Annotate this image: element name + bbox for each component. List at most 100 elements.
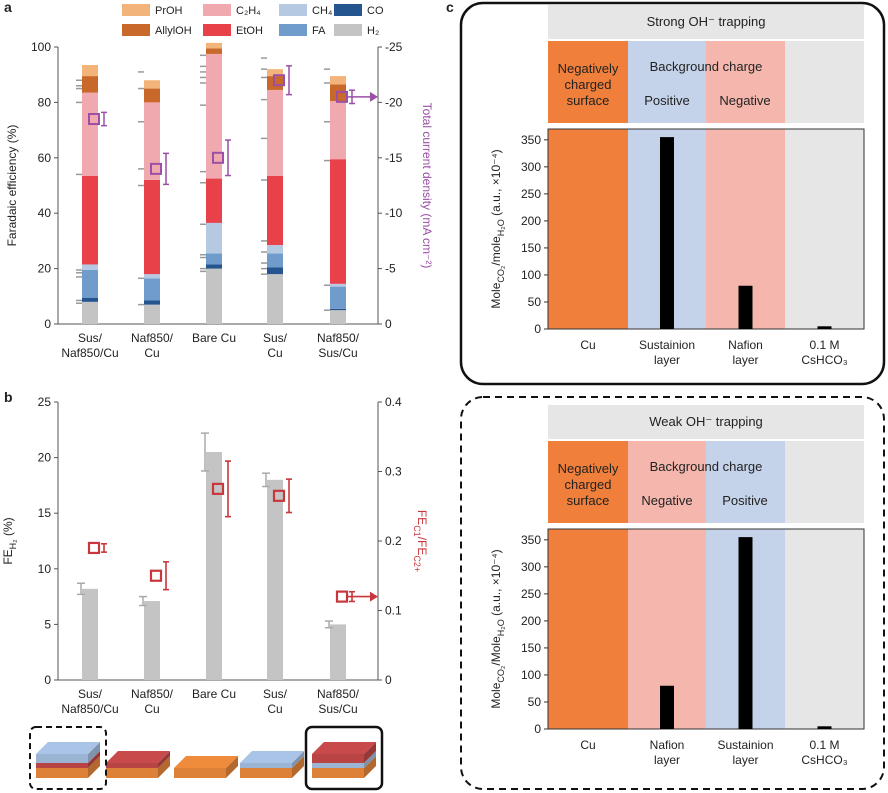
- ratio-marker: [335, 590, 349, 603]
- charge-label-right: Positive: [722, 493, 768, 508]
- x-tick-label: Sustainion: [639, 338, 695, 352]
- layer-side: [364, 751, 376, 768]
- plot-band: [785, 129, 864, 329]
- y-tick-label: 80: [38, 95, 52, 109]
- bar-segment-CH4: [206, 222, 222, 254]
- bar-mole-ratio: [817, 326, 832, 329]
- layer-side: [88, 756, 100, 778]
- y2-tick-label: -20: [385, 95, 403, 109]
- layer-front: [240, 763, 292, 768]
- y-tick-label: 15: [38, 506, 52, 520]
- layer-side: [364, 756, 376, 778]
- y-tick-label: 250: [521, 187, 541, 201]
- x-tick-label: Sus/Cu: [318, 702, 357, 716]
- x-tick-label: layer: [732, 753, 758, 767]
- y-tick-label: 0: [534, 322, 541, 336]
- layer-front: [174, 768, 226, 778]
- bar-mole-ratio: [817, 726, 832, 729]
- x-tick-label: Bare Cu: [192, 687, 236, 701]
- current-density-marker: [212, 151, 224, 164]
- bar-segment-FA: [144, 278, 160, 301]
- y-tick-label: 100: [31, 40, 51, 54]
- y2-tick-label: 0: [385, 673, 392, 687]
- panel-label-a: a: [4, 0, 12, 15]
- bar-mole-ratio: [738, 285, 753, 329]
- y-tick-label: 250: [521, 587, 541, 601]
- ratio-marker: [272, 489, 286, 502]
- x-tick-label: Cu: [144, 346, 159, 360]
- legend-swatch-FA: [279, 24, 307, 36]
- panel-c-title: Weak OH⁻ trapping: [649, 414, 763, 429]
- x-tick-label: layer: [732, 353, 758, 367]
- surface-label: charged: [565, 477, 612, 492]
- y-label-part: (a.u., ×10⁻⁴): [489, 549, 503, 619]
- x-tick-label: 0.1 M: [809, 738, 839, 752]
- legend-label-C2H4: C₂H₄: [236, 5, 261, 17]
- y2-tick-label: 0.1: [385, 604, 402, 618]
- legend-label-CO: CO: [367, 5, 384, 17]
- x-tick-label: Naf850/: [131, 687, 174, 701]
- x-tick-label: Naf850/: [317, 331, 360, 345]
- bar-segment-C2H4: [144, 102, 160, 180]
- schematics: [29, 725, 384, 791]
- y-tick-label: 5: [44, 617, 51, 631]
- y-tick-label: 20: [38, 451, 52, 465]
- panel-label-b: b: [4, 389, 13, 405]
- y-tick-label: 0: [44, 317, 51, 331]
- legend-label-CH4: CH₄: [312, 5, 333, 17]
- bar-segment-EtOH: [267, 175, 283, 246]
- layer-side: [292, 756, 304, 778]
- y-label-part: Mole: [489, 282, 503, 308]
- layer-front: [36, 768, 88, 778]
- bar-segment-AllylOH: [206, 48, 222, 54]
- header-band: [548, 41, 628, 123]
- bar-segment-EtOH: [82, 175, 98, 265]
- plot-frame: [547, 528, 865, 730]
- ratio-marker: [87, 541, 101, 555]
- y-tick-label: 100: [521, 668, 541, 682]
- y2-tick-label: -15: [385, 151, 403, 165]
- surface-label: Negatively: [558, 61, 619, 76]
- ratio-arrow-head: [370, 591, 378, 602]
- y-tick-label: 150: [521, 241, 541, 255]
- x-tick-label: Sus/Cu: [318, 346, 357, 360]
- current-density-marker: [150, 162, 162, 175]
- x-tick-label: Cu: [580, 338, 595, 352]
- bar-mole-ratio: [660, 137, 674, 329]
- bar-segment-H2: [330, 310, 346, 324]
- header-band: [706, 441, 785, 523]
- bar-segment-FA: [82, 269, 98, 298]
- layer-side: [88, 751, 100, 768]
- charge-label-left: Positive: [644, 93, 690, 108]
- header-band: [785, 441, 864, 523]
- bar-segment-C2H4: [82, 92, 98, 176]
- header-band: [628, 41, 706, 123]
- y-label-part: (a.u., ×10⁻⁴): [489, 149, 503, 219]
- current-density-marker: [88, 113, 100, 126]
- background-charge-label: Background charge: [650, 459, 763, 474]
- current-density-marker: [273, 74, 285, 87]
- y-tick-label: 300: [521, 160, 541, 174]
- header-band: [548, 441, 628, 523]
- x-tick-label: layer: [654, 753, 680, 767]
- layer-top: [174, 756, 238, 768]
- legend-swatch-C2H4: [203, 4, 231, 16]
- y-label-sub: H₂: [8, 539, 18, 549]
- plot-band: [785, 529, 864, 729]
- bar-fe-h2: [144, 601, 160, 680]
- y-axis-label: MoleCO₂/MoleH₂O (a.u., ×10⁻⁴): [489, 549, 506, 708]
- bar-segment-AllylOH: [82, 76, 98, 93]
- y-tick-label: 60: [38, 151, 52, 165]
- bar-mole-ratio: [660, 685, 674, 729]
- bar-segment-CO: [330, 308, 346, 311]
- y-tick-label: 10: [38, 562, 52, 576]
- ratio-marker: [211, 482, 225, 495]
- x-tick-label: Naf850/Cu: [61, 702, 118, 716]
- layer-top: [36, 742, 100, 754]
- y2-tick-label: 0: [385, 317, 392, 331]
- bar-segment-FA: [206, 253, 222, 265]
- y2-tick-label: -25: [385, 40, 403, 54]
- background-charge-label: Background charge: [650, 59, 763, 74]
- y-axis-label: MoleCO₂/moleH₂O (a.u., ×10⁻⁴): [489, 149, 506, 308]
